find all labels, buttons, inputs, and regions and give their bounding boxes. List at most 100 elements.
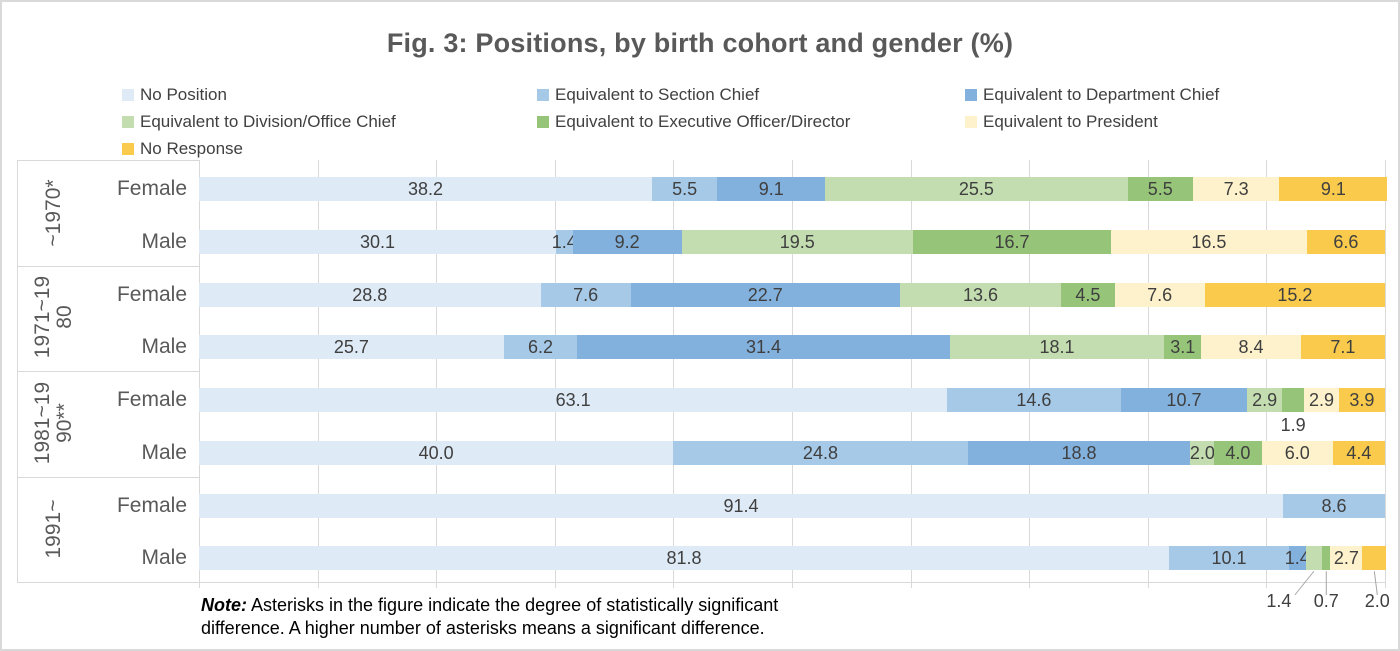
bar-segment: 22.7 (630, 282, 900, 307)
bar-segment-label: 2.7 (1333, 548, 1359, 569)
bar-segment (1305, 546, 1323, 571)
bar-segment: 13.6 (899, 282, 1062, 307)
bar-segment: 6.0 (1261, 440, 1333, 465)
bar-segment-label: 91.4 (723, 495, 759, 516)
bar-segment-label: 7.6 (1147, 284, 1173, 305)
bar-segment-label: 2.0 (1189, 442, 1215, 463)
bar-segment: 1.4 (552, 229, 577, 254)
bar-segment: 18.1 (949, 335, 1165, 360)
bar-row-1991~-Female: 91.4 8.6 (199, 493, 1385, 518)
bar-segment: 19.5 (681, 229, 913, 254)
axis-tick (1266, 582, 1268, 588)
bar-segment: 16.5 (1111, 229, 1307, 254)
note-line-2: difference. A higher number of asterisks… (201, 618, 765, 638)
bar-segment: 4.5 (1061, 282, 1115, 307)
bar-segment: 8.6 (1283, 493, 1385, 518)
axis-tick (1147, 582, 1149, 588)
bar-segment-label: 38.2 (407, 179, 444, 199)
bar-segment-label: 4.0 (1225, 442, 1251, 463)
bar-segment: 40.0 (199, 440, 674, 465)
bar-segment-label: 6.6 (1333, 231, 1359, 252)
bar-segment-label: 31.4 (745, 337, 782, 358)
bar-segment-label: 18.1 (1039, 337, 1075, 358)
gridline (554, 160, 556, 582)
bar-segment: 91.4 (199, 493, 1283, 518)
legend-item-4: Equivalent to Executive Officer/Director (537, 112, 851, 131)
bar-segment: 63.1 (199, 388, 948, 412)
gridline (317, 160, 319, 582)
bar-row-1991~-Male: 81.8 10.1 1.4 2.7 (199, 546, 1387, 571)
bar-segment-label: 1.4 (551, 231, 577, 252)
bar-segment-label: 40.0 (418, 442, 454, 463)
leader-line (1294, 570, 1315, 596)
bar-segment-label: 30.1 (359, 231, 396, 252)
axis-tick (792, 582, 793, 588)
category-box-divider (17, 265, 199, 267)
bar-segment: 7.1 (1300, 335, 1385, 360)
bar-segment-callout-label: 1.9 (1280, 415, 1306, 435)
legend-label: No Position (140, 85, 227, 104)
bar-segment: 6.2 (503, 335, 578, 360)
bar-segment-label: 18.8 (1061, 442, 1097, 463)
legend-swatch-icon (537, 89, 549, 101)
bar-segment: 9.2 (572, 229, 682, 254)
legend-item-6: No Response (122, 139, 243, 158)
bar-row-~1970*-Female: 38.2 5.5 9.1 25.5 5.5 7.3 9.1 (199, 177, 1388, 201)
bar-segment-label: 7.1 (1330, 337, 1356, 358)
bar-segment: 16.7 (912, 229, 1112, 254)
gridline (910, 160, 912, 582)
legend-swatch-icon (122, 89, 134, 101)
bar-row-1981~1990**-Female: 63.1 14.6 10.7 2.9 2.9 3.9 (199, 388, 1385, 412)
category-box-divider (17, 476, 199, 478)
bar-segment: 7.6 (540, 282, 631, 307)
bar-segment-label: 3.1 (1170, 337, 1196, 358)
category-box-divider (17, 582, 199, 583)
bar-segment: 9.1 (717, 177, 826, 201)
legend-label: Equivalent to Department Chief (983, 85, 1220, 104)
bar-segment-label: 24.8 (802, 442, 838, 463)
gender-axis-label: Male (141, 335, 187, 359)
chart-title: Fig. 3: Positions, by birth cohort and g… (386, 28, 1014, 58)
bar-segment: 7.3 (1192, 177, 1280, 201)
bar-segment: 38.2 (199, 177, 653, 201)
bar-segment: 14.6 (947, 388, 1121, 412)
bar-segment: 4.4 (1332, 440, 1385, 465)
note-line-1-text: Asterisks in the figure indicate the deg… (247, 595, 779, 615)
bar-segment-label: 25.5 (958, 179, 994, 199)
bar-segment-label: 7.3 (1223, 179, 1249, 199)
bar-segment-label: 81.8 (666, 548, 702, 569)
legend-label: Equivalent to President (983, 112, 1158, 131)
bar-row-1981~1990**-Male: 40.0 24.8 18.8 2.0 4.0 6.0 4.4 (199, 440, 1385, 465)
bar-segment-label: 15.2 (1277, 284, 1313, 305)
bar-segment: 18.8 (967, 440, 1191, 465)
bar-segment-label: 2.9 (1309, 390, 1335, 410)
bar-segment-callout-label: 0.7 (1313, 591, 1339, 611)
bar-segment: 5.5 (652, 177, 718, 201)
gender-axis-label: Female (116, 388, 187, 411)
bar-segment-label: 6.2 (528, 337, 554, 358)
legend-swatch-icon (965, 116, 977, 128)
bar-row-1971~1980-Female: 28.8 7.6 22.7 13.6 4.5 7.6 15.2 (199, 282, 1385, 307)
axis-tick (910, 582, 912, 588)
bar-segment-label: 7.6 (573, 284, 599, 305)
legend-label: Equivalent to Executive Officer/Director (555, 112, 851, 131)
bar-segment: 9.1 (1279, 177, 1388, 201)
gridline (673, 160, 675, 582)
bar-segment: 2.9 (1304, 388, 1339, 412)
bar-segment: 5.5 (1127, 177, 1193, 201)
bar-row-1971~1980-Male: 25.7 6.2 31.4 18.1 3.1 8.4 7.1 (199, 335, 1385, 360)
gender-axis-label: Female (116, 177, 187, 200)
bar-segment-label: 6.0 (1284, 442, 1310, 463)
axis-tick (199, 582, 200, 588)
legend-swatch-icon (122, 116, 134, 128)
bar-segment: 10.7 (1120, 388, 1248, 412)
bar-segment: 2.7 (1330, 546, 1363, 571)
bar-segment: 7.6 (1114, 282, 1205, 307)
bar-segment: 24.8 (673, 440, 968, 465)
bar-segment-label: 19.5 (779, 231, 815, 252)
bar-segment: 10.1 (1169, 546, 1289, 571)
gender-axis-label: Female (116, 282, 187, 306)
bar-segment-label: 10.7 (1166, 390, 1202, 410)
legend-swatch-icon (122, 143, 134, 155)
bar-segment: 2.0 (1189, 440, 1215, 465)
